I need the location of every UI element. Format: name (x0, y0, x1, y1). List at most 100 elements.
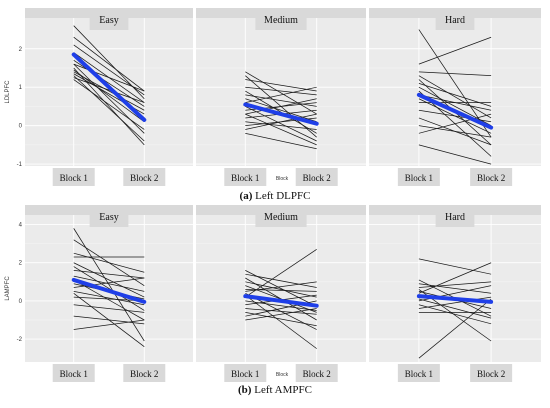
y-tick-label: 2 (19, 261, 23, 267)
y-tick-label: -2 (17, 337, 23, 343)
participant-line (418, 281, 492, 288)
category-box (397, 364, 440, 382)
participant-line (73, 75, 145, 142)
participant-line (245, 249, 317, 298)
participant-line (245, 79, 317, 92)
participant-line (73, 269, 145, 279)
category-label: Block 1 (231, 369, 259, 379)
category-label: Block 2 (303, 369, 331, 379)
y-axis-label: LDLPFC (5, 80, 11, 104)
category-box (52, 364, 95, 382)
participant-line (73, 275, 145, 292)
participant-line (418, 109, 492, 123)
participant-line (418, 125, 492, 138)
participant-line (245, 281, 317, 292)
facet-title-box (255, 9, 307, 30)
facet-title-box (89, 9, 129, 30)
facet-title: Easy (99, 212, 118, 223)
mean-line (71, 52, 147, 122)
category-box (224, 168, 267, 186)
participant-line (245, 308, 317, 321)
participant-line (73, 63, 145, 92)
plot-panel (369, 18, 541, 166)
participant-line (245, 113, 317, 130)
caption-label: (a) (240, 190, 253, 202)
participant-line (418, 298, 492, 319)
category-label: Block 2 (477, 369, 505, 379)
participant-line (418, 298, 492, 359)
participant-line (73, 71, 145, 111)
participant-line (245, 86, 317, 96)
participant-line (73, 277, 145, 288)
x-axis-label: Block (276, 372, 289, 378)
participant-line (245, 94, 317, 107)
mean-line (243, 102, 319, 126)
figure-caption: (a) Left DLPFC (240, 190, 311, 202)
caption-text: Left AMPFC (251, 384, 312, 396)
participant-line (245, 294, 317, 349)
category-label: Block 2 (130, 369, 158, 379)
facet-title-box (89, 206, 129, 227)
plot-panel (196, 18, 366, 166)
participant-line (418, 262, 492, 294)
participant-line (245, 273, 317, 288)
facet-title: Medium (264, 212, 298, 223)
plot-panel (25, 18, 193, 166)
participant-line (245, 308, 317, 315)
participant-line (418, 144, 492, 165)
participant-line (245, 86, 317, 103)
participant-line (245, 113, 317, 146)
participant-line (418, 75, 492, 119)
participant-line (245, 132, 317, 150)
participant-line (245, 311, 317, 327)
category-label: Block 1 (60, 369, 88, 379)
participant-line (73, 266, 145, 311)
participant-line (418, 258, 492, 275)
category-label: Block 1 (405, 173, 433, 183)
y-tick-label: -1 (17, 162, 23, 168)
category-box (295, 364, 338, 382)
category-label: Block 2 (477, 173, 505, 183)
category-label: Block 2 (130, 173, 158, 183)
y-tick-label: 0 (19, 299, 23, 305)
y-tick-label: 0 (19, 124, 23, 130)
caption-text: Left DLPFC (252, 190, 310, 202)
facet-title: Hard (445, 212, 465, 223)
category-box (295, 168, 338, 186)
caption-label: (b) (238, 384, 252, 396)
category-box (52, 168, 95, 186)
participant-line (245, 98, 317, 115)
category-label: Block 1 (231, 173, 259, 183)
participant-line (418, 71, 492, 77)
participant-line (73, 252, 145, 273)
participant-line (73, 290, 145, 306)
figure-caption: (b) Left AMPFC (238, 384, 312, 396)
category-box (397, 168, 440, 186)
participant-line (245, 281, 317, 298)
category-box (123, 168, 166, 186)
participant-line (73, 292, 145, 348)
participant-line (73, 79, 145, 130)
facet-title-box (435, 206, 475, 227)
category-box (224, 364, 267, 382)
x-axis-label: Block (276, 176, 289, 182)
category-box (123, 364, 166, 382)
participant-line (418, 36, 492, 65)
participant-line (418, 113, 492, 134)
category-box (470, 168, 513, 186)
participant-line (418, 283, 492, 294)
y-axis-label: LAMPFC (5, 276, 11, 301)
category-label: Block 1 (405, 369, 433, 379)
participant-line (245, 300, 317, 311)
y-tick-label: 4 (19, 223, 23, 229)
participant-line (418, 86, 492, 126)
y-tick-label: 1 (19, 85, 23, 91)
